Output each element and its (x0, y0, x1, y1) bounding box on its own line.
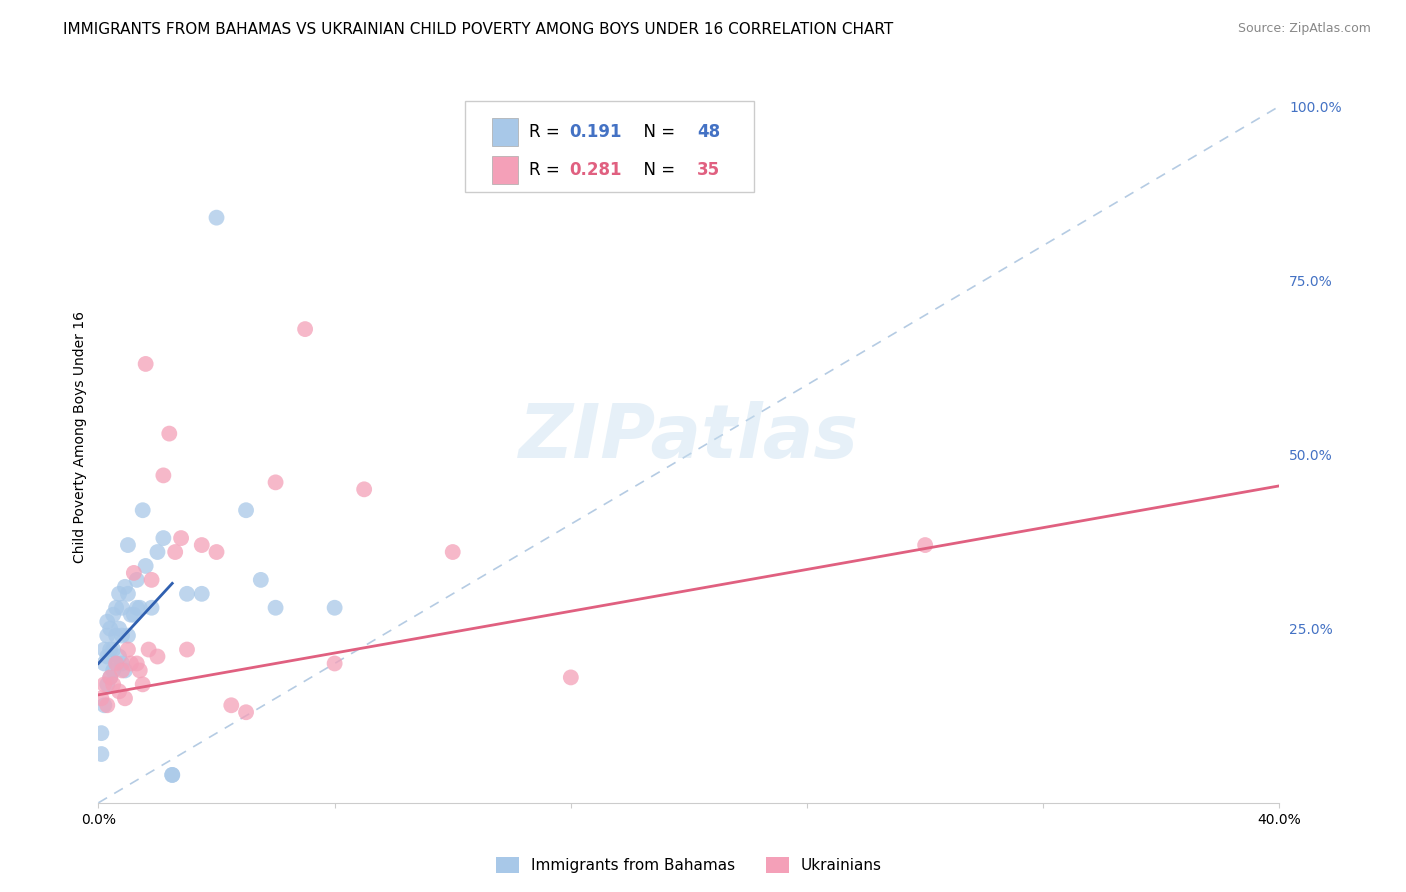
Point (105, 600, 128, 615)
Point (122, 566, 145, 580)
Point (162, 768, 183, 782)
Point (117, 642, 139, 657)
Point (122, 607, 145, 622)
Point (114, 691, 136, 706)
Y-axis label: Child Poverty Among Boys Under 16: Child Poverty Among Boys Under 16 (73, 311, 87, 563)
Point (146, 545, 169, 559)
Point (93, 677, 115, 691)
Text: 0.281: 0.281 (569, 161, 621, 179)
Point (103, 642, 125, 657)
Point (103, 607, 125, 622)
Point (138, 642, 160, 657)
FancyBboxPatch shape (464, 101, 754, 192)
Point (170, 531, 193, 545)
Point (125, 573, 148, 587)
Point (108, 649, 131, 664)
Point (135, 357, 157, 371)
Text: Source: ZipAtlas.com: Source: ZipAtlas.com (1237, 22, 1371, 36)
Point (560, 670, 582, 684)
Point (157, 426, 180, 441)
Point (219, 698, 242, 713)
Text: 35: 35 (697, 161, 720, 179)
Point (162, 768, 183, 782)
Point (132, 503, 155, 517)
FancyBboxPatch shape (492, 156, 517, 184)
Point (111, 664, 134, 678)
Point (90, 747, 112, 761)
Point (96, 629, 118, 643)
Point (146, 649, 169, 664)
Point (90, 726, 112, 740)
Point (235, 705, 257, 719)
Point (114, 580, 136, 594)
Point (114, 664, 136, 678)
Point (120, 657, 142, 671)
Legend: Immigrants from Bahamas, Ukrainians: Immigrants from Bahamas, Ukrainians (489, 851, 889, 880)
Point (90, 691, 112, 706)
Text: N =: N = (634, 161, 681, 179)
Point (264, 475, 287, 490)
Point (205, 211, 228, 225)
Point (250, 573, 273, 587)
Point (120, 607, 142, 622)
Point (914, 538, 936, 552)
Point (132, 677, 155, 691)
Point (165, 545, 187, 559)
Point (117, 538, 139, 552)
Point (93, 642, 115, 657)
Point (264, 600, 287, 615)
Point (128, 600, 150, 615)
Point (103, 677, 125, 691)
Point (323, 600, 346, 615)
Point (141, 573, 163, 587)
Point (98, 670, 121, 684)
Point (141, 600, 163, 615)
Point (117, 587, 139, 601)
Text: 0.191: 0.191 (569, 123, 621, 141)
Point (111, 600, 134, 615)
Point (105, 629, 128, 643)
Point (294, 322, 316, 336)
Text: R =: R = (530, 161, 565, 179)
Point (96, 677, 118, 691)
Text: N =: N = (634, 123, 681, 141)
Point (152, 531, 174, 545)
Point (111, 657, 134, 671)
Point (98, 670, 121, 684)
Point (93, 657, 115, 671)
Point (108, 622, 131, 636)
Text: ZIPatlas: ZIPatlas (519, 401, 859, 474)
FancyBboxPatch shape (492, 118, 517, 146)
Point (108, 684, 131, 698)
Text: R =: R = (530, 123, 565, 141)
Point (125, 657, 148, 671)
Point (111, 629, 134, 643)
Point (96, 698, 118, 713)
Point (98, 622, 121, 636)
Point (176, 642, 198, 657)
Point (93, 698, 115, 713)
Point (125, 600, 148, 615)
Point (117, 629, 139, 643)
Point (103, 664, 125, 678)
Point (135, 558, 157, 573)
Point (108, 587, 131, 601)
Point (176, 587, 198, 601)
Point (105, 657, 128, 671)
Point (152, 468, 174, 483)
Point (98, 642, 121, 657)
Point (323, 657, 346, 671)
Point (105, 657, 128, 671)
Text: IMMIGRANTS FROM BAHAMAS VS UKRAINIAN CHILD POVERTY AMONG BOYS UNDER 16 CORRELATI: IMMIGRANTS FROM BAHAMAS VS UKRAINIAN CHI… (63, 22, 894, 37)
Point (128, 664, 150, 678)
Text: 48: 48 (697, 123, 720, 141)
Point (441, 545, 464, 559)
Point (96, 649, 118, 664)
Point (235, 503, 257, 517)
Point (353, 483, 375, 497)
Point (191, 538, 214, 552)
Point (191, 587, 214, 601)
Point (205, 545, 228, 559)
Point (96, 615, 118, 629)
